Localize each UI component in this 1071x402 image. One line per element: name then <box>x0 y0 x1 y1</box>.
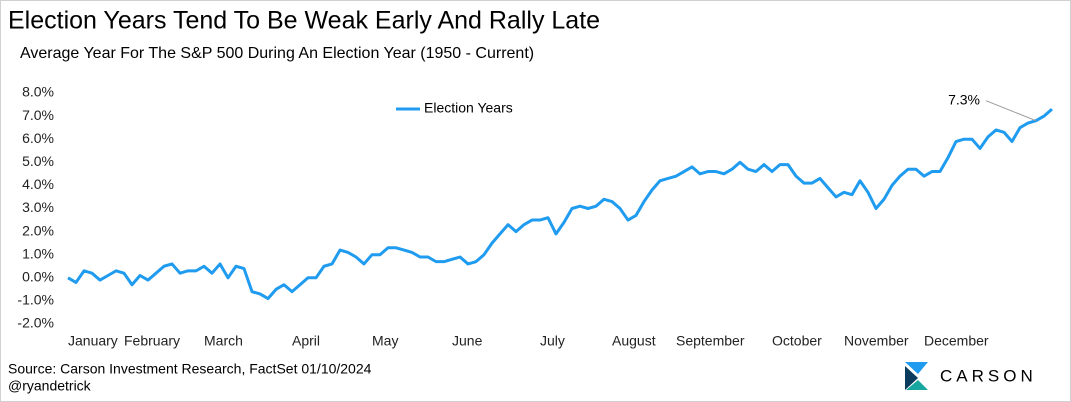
x-tick-label: September <box>676 333 745 349</box>
x-tick-label: August <box>612 333 656 349</box>
logo-mark <box>906 380 928 390</box>
x-tick-label: March <box>204 333 243 349</box>
source: Source: Carson Investment Research, Fact… <box>8 361 372 377</box>
y-tick-label: 3.0% <box>22 199 54 215</box>
logo-mark <box>905 362 928 374</box>
x-tick-label: April <box>292 333 320 349</box>
y-tick-label: 2.0% <box>22 222 54 238</box>
y-tick-label: 4.0% <box>22 176 54 192</box>
x-tick-label: January <box>68 333 118 349</box>
x-tick-label: June <box>452 333 483 349</box>
chart-title: Election Years Tend To Be Weak Early And… <box>8 7 600 35</box>
x-tick-label: July <box>540 333 565 349</box>
annotation-leader <box>985 100 1037 122</box>
y-tick-label: 0.0% <box>22 269 54 285</box>
y-tick-label: -2.0% <box>17 315 54 331</box>
y-tick-label: -1.0% <box>17 292 54 308</box>
line <box>67 108 1053 301</box>
x-tick-label: December <box>924 333 989 349</box>
logo-mark <box>905 366 918 390</box>
legend-label: Election Years <box>424 100 513 116</box>
y-tick-label: 6.0% <box>22 130 54 146</box>
handle: @ryandetrick <box>8 378 92 394</box>
x-tick-label: October <box>772 333 822 349</box>
logo: CARSON <box>905 362 1037 390</box>
y-tick-label: 8.0% <box>22 84 54 100</box>
logo-text: CARSON <box>940 366 1037 385</box>
y-tick-label: 5.0% <box>22 153 54 169</box>
x-tick-label: February <box>124 333 180 349</box>
data-label: 7.3% <box>948 91 980 107</box>
x-tick-label: November <box>844 333 909 349</box>
x-tick-label: May <box>372 333 398 349</box>
y-tick-label: 1.0% <box>22 245 54 261</box>
y-tick-label: 7.0% <box>22 107 54 123</box>
chart-subtitle: Average Year For The S&P 500 During An E… <box>20 45 534 62</box>
